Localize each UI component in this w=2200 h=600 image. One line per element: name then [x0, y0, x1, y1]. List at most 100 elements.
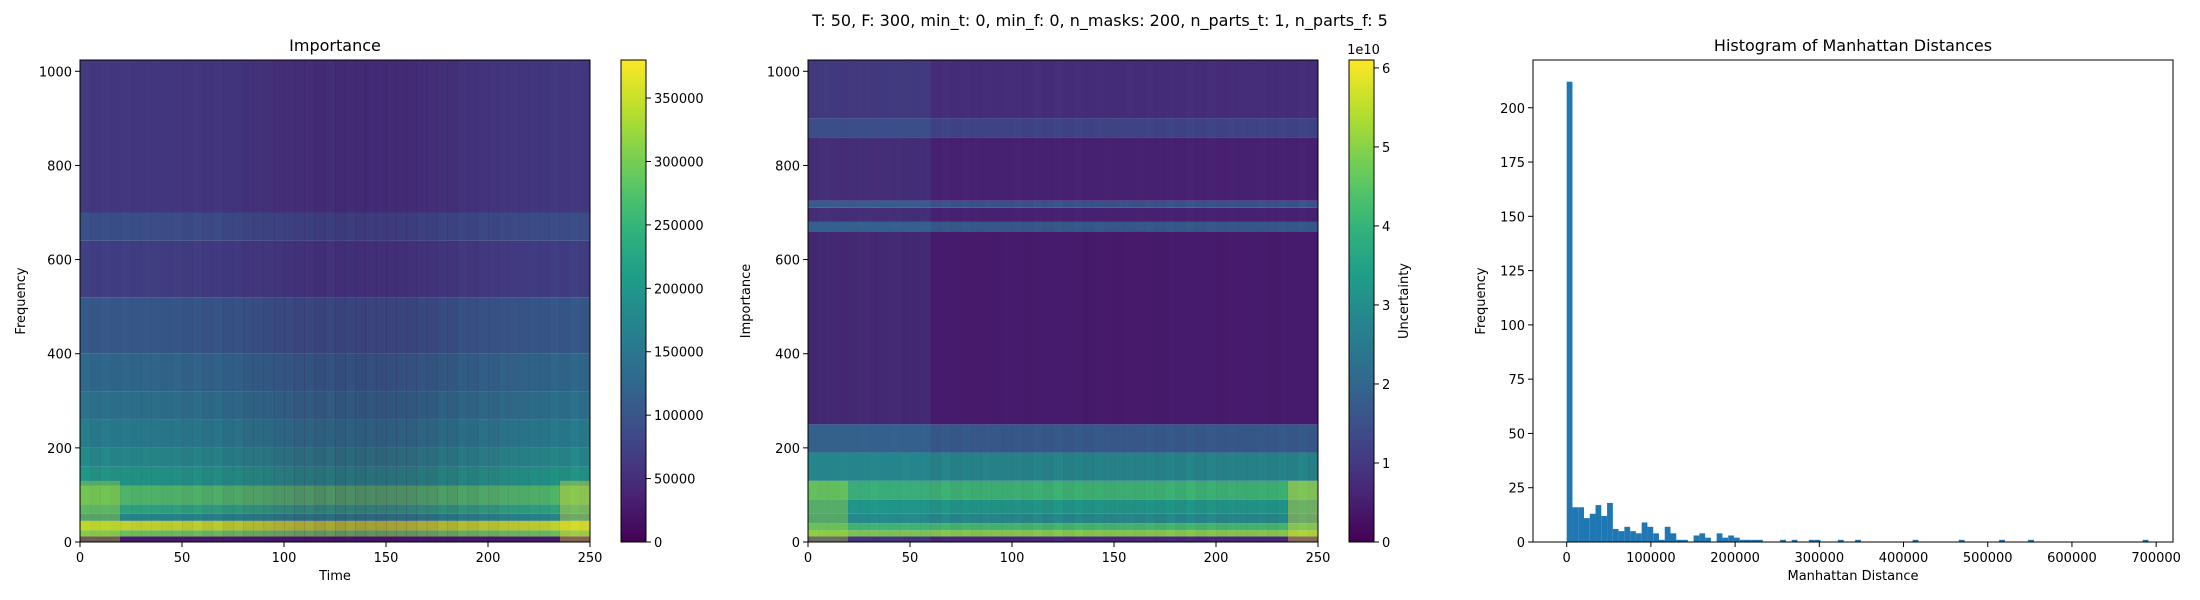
heatmap-band: [808, 200, 1318, 208]
heatmap-texture-column: [1134, 60, 1146, 542]
heatmap-texture-column: [1063, 60, 1074, 542]
colorbar-label: Importance: [739, 264, 754, 339]
heatmap-band: [808, 207, 1318, 222]
heatmap-band: [808, 523, 1318, 531]
histogram-bar: [1699, 533, 1706, 542]
heatmap-texture-column: [808, 60, 819, 542]
heatmap-texture-column: [838, 60, 850, 542]
heatmap-texture-column: [1216, 60, 1227, 542]
histogram-bar: [1583, 518, 1590, 542]
uncertainty-heatmap-panel: 0 50 100 150 200 250 0 200 400 600 800 1000 0 1 2 3 4 5 61…: [767, 43, 1412, 566]
heatmap-texture-column: [141, 60, 152, 542]
colorbar-tick-label: 1: [1382, 457, 1390, 472]
colorbar: [1348, 59, 1375, 543]
heatmap-texture-column: [1287, 60, 1299, 542]
heatmap-band: [80, 466, 590, 486]
heatmap-texture-column: [437, 60, 448, 542]
heatmap-texture-column: [212, 60, 224, 542]
heatmap-texture-column: [889, 60, 901, 542]
heatmap-texture-column: [120, 60, 132, 542]
histogram-bar: [1653, 533, 1659, 542]
x-tick-label: 200: [1204, 551, 1229, 566]
heatmap-texture-column: [1246, 60, 1258, 542]
histogram-bar: [1958, 539, 1965, 542]
heatmap-texture-column: [508, 60, 520, 542]
heatmap-texture-column: [828, 60, 840, 542]
heatmap-texture-column: [324, 60, 336, 542]
histogram-bar: [1751, 539, 1758, 542]
heatmap-texture-column: [416, 60, 428, 542]
heatmap-texture-column: [1012, 60, 1023, 542]
y-tick-label: 1000: [767, 65, 800, 80]
heatmap-texture-column: [192, 60, 203, 542]
heatmap-texture-column: [131, 60, 142, 542]
heatmap-texture-column: [1032, 60, 1044, 542]
colorbar-tick-label: 250000: [654, 219, 704, 234]
x-tick-label: 200000: [1710, 551, 1760, 566]
x-tick-label: 400000: [1879, 551, 1929, 566]
heatmap-texture-column: [1205, 60, 1217, 542]
heatmap-band: [80, 530, 590, 537]
y-tick-label: 0: [792, 536, 800, 551]
y-tick-label: 200: [47, 442, 72, 457]
x-tick-label: 150: [1102, 551, 1127, 566]
histogram-bar: [1912, 539, 1919, 542]
y-tick-label: 75: [1508, 373, 1525, 388]
heatmap-texture-column: [273, 60, 285, 542]
heatmap-texture-column: [579, 60, 591, 542]
y-tick-label: 125: [1500, 265, 1525, 280]
heatmap-texture-column: [396, 60, 407, 542]
heatmap-texture-column: [961, 60, 972, 542]
heatmap-frame: [79, 59, 591, 543]
heatmap-texture-column: [1144, 60, 1156, 542]
y-tick-label: 175: [1500, 156, 1525, 171]
heatmap-texture-column: [1103, 60, 1115, 542]
heatmap-texture-column: [1175, 60, 1186, 542]
heatmap-texture-column: [1083, 60, 1095, 542]
colorbar-label: Uncertainty: [1397, 263, 1412, 339]
y-tick-label: 100: [1500, 319, 1525, 334]
histogram-bar: [1658, 539, 1665, 542]
colorbar-tick-label: 150000: [654, 346, 704, 361]
plot-area: [1533, 60, 2173, 542]
heatmap-frame: [807, 59, 1319, 543]
heatmap-texture-column: [991, 60, 1003, 542]
heatmap-texture-column: [518, 60, 530, 542]
heatmap-band: [808, 424, 1318, 453]
heatmap-texture-column: [1195, 60, 1207, 542]
figure-suptitle: T: 50, F: 300, min_t: 0, min_f: 0, n_mas…: [811, 11, 1388, 31]
colorbar-tick-label: 5: [1382, 141, 1390, 156]
x-tick-label: 50: [902, 551, 919, 566]
heatmap-texture-column: [1165, 60, 1176, 542]
heatmap-texture-column: [284, 60, 295, 542]
histogram-bar: [1635, 533, 1642, 542]
heatmap-edge-highlight: [808, 480, 848, 542]
heatmap-texture-column: [818, 60, 829, 542]
heatmap-texture-column: [477, 60, 489, 542]
x-axis-label: Time: [318, 569, 351, 584]
y-axis-label: Frequency: [14, 267, 29, 334]
histogram-bar: [1664, 526, 1671, 542]
heatmap-band: [808, 118, 1318, 138]
panel-title: Histogram of Manhattan Distances: [1714, 36, 1992, 55]
heatmap-texture-column: [549, 60, 560, 542]
histogram-bar: [1612, 528, 1619, 542]
x-tick-label: 0: [1563, 551, 1571, 566]
colorbar-tick-label: 200000: [654, 282, 704, 297]
y-axis-label: Frequency: [1474, 267, 1489, 334]
colorbar-tick-label: 2: [1382, 378, 1390, 393]
colorbar: [620, 59, 647, 543]
y-tick-label: 800: [47, 159, 72, 174]
heatmap-band: [80, 536, 590, 542]
y-tick-label: 400: [47, 348, 72, 363]
histogram-bar: [1618, 531, 1625, 542]
x-tick-label: 0: [804, 551, 812, 566]
histogram-bar: [1739, 539, 1746, 542]
y-tick-label: 150: [1500, 210, 1525, 225]
manhattan-histogram-panel: 0 100000 200000 300000 400000 500000 600000 700…: [1474, 36, 2181, 584]
heatmap-texture-column: [869, 60, 880, 542]
histogram-bar: [1733, 537, 1740, 542]
heatmap-texture-column: [243, 60, 254, 542]
y-tick-label: 0: [64, 536, 72, 551]
